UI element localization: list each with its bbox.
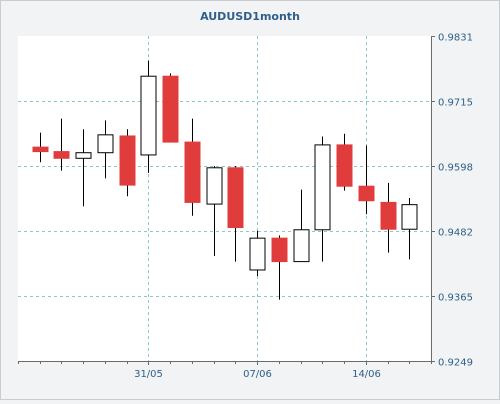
candle (162, 73, 179, 143)
candle-body (358, 185, 375, 202)
candle (97, 120, 114, 179)
candle-body (184, 141, 201, 203)
candle-body (32, 146, 49, 153)
x-tick-label: 07/06 (243, 369, 272, 380)
candle-body (336, 144, 353, 187)
candle-body (401, 204, 418, 230)
candle (227, 166, 244, 262)
y-tick-label: 0.9249 (438, 358, 473, 369)
candle (271, 235, 288, 300)
y-tick-label: 0.9831 (438, 33, 473, 44)
candle-body (314, 144, 331, 231)
y-tick-label: 0.9365 (438, 293, 473, 304)
candle (32, 132, 49, 163)
candle-body (293, 229, 310, 263)
y-tick-label: 0.9482 (438, 228, 473, 239)
candle (206, 166, 223, 257)
candle-body (53, 151, 70, 159)
candle (358, 145, 375, 215)
x-tick-label: 31/05 (134, 369, 163, 380)
candle-body (227, 167, 244, 229)
candle (336, 133, 353, 191)
y-tick-label: 0.9715 (438, 98, 473, 109)
candle-body (206, 167, 223, 205)
x-tick-label: 14/06 (352, 369, 381, 380)
candle-body (119, 135, 136, 186)
candle (75, 129, 92, 207)
candle (140, 60, 157, 173)
candle (401, 197, 418, 260)
candle (249, 230, 266, 277)
candle (184, 118, 201, 216)
candle (314, 136, 331, 262)
candle (293, 189, 310, 263)
candle-body (140, 75, 157, 156)
candle (53, 118, 70, 171)
chart-title: AUDUSD1month (200, 10, 300, 23)
candle-body (97, 134, 114, 154)
y-tick-label: 0.9598 (438, 163, 473, 174)
candle (119, 129, 136, 197)
candle-body (249, 237, 266, 271)
candle-body (380, 201, 397, 230)
candle-body (162, 75, 179, 143)
candle-body (75, 152, 92, 159)
candle-body (271, 237, 288, 263)
candle (380, 182, 397, 253)
